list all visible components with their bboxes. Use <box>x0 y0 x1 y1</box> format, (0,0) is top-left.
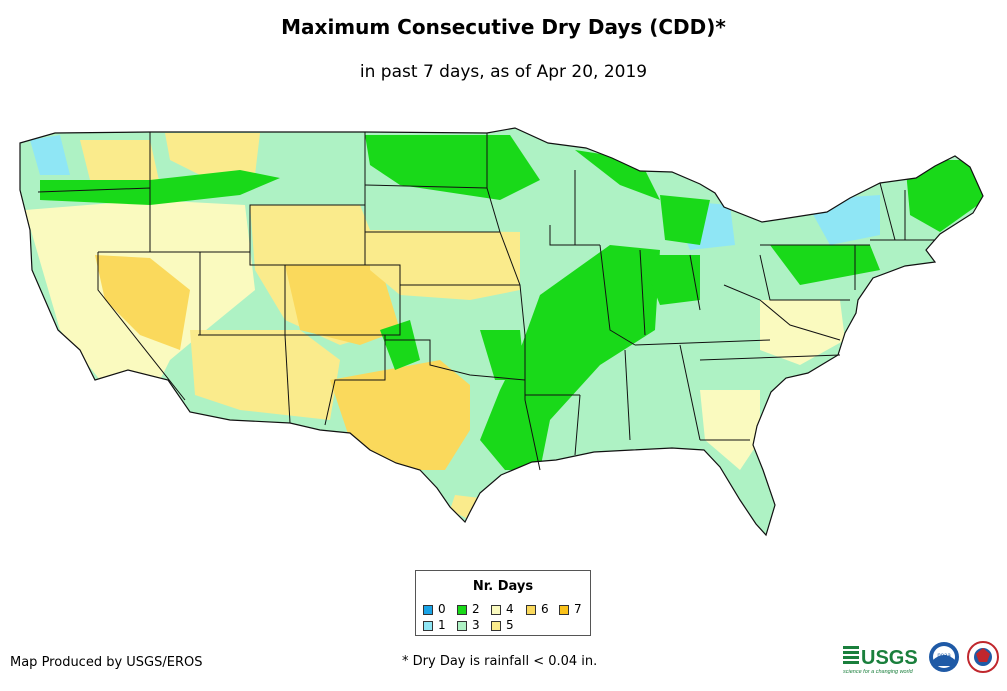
legend-swatch-0 <box>423 604 433 615</box>
us-map <box>19 127 984 537</box>
legend-item-2: 2 <box>457 603 480 615</box>
cdd-color-regions <box>20 128 983 535</box>
legend-label-0: 0 <box>438 602 446 616</box>
region-cdd-2-oklahoma <box>380 320 420 370</box>
legend-label-5: 5 <box>506 618 514 632</box>
legend-label-2: 2 <box>472 602 480 616</box>
legend-swatch-1 <box>423 620 433 631</box>
legend-swatch-4 <box>491 604 501 615</box>
legend-item-6: 6 <box>526 603 549 615</box>
legend-item-4: 4 <box>491 603 514 615</box>
map-subtitle: in past 7 days, as of Apr 20, 2019 <box>359 62 648 82</box>
region-cdd-5-idaho <box>165 133 260 175</box>
noaa-wordmark: noaa <box>937 653 951 659</box>
region-cdd-2-maine <box>905 160 983 232</box>
dry-day-footnote: * Dry Day is rainfall < 0.04 in. <box>402 654 598 669</box>
noaa-logo: noaa <box>929 642 959 672</box>
region-cdd-5-plains <box>370 230 520 300</box>
legend-item-3: 3 <box>457 619 480 631</box>
region-cdd-4-virginia <box>760 300 845 365</box>
legend-item-5: 5 <box>491 619 514 631</box>
region-cdd-2-ohio <box>640 255 700 305</box>
region-cdd-6-texas <box>330 360 470 470</box>
legend-swatch-7 <box>559 604 569 615</box>
legend-label-4: 4 <box>506 602 514 616</box>
region-cdd-1-washington <box>30 135 70 175</box>
region-cdd-2-ozark <box>480 330 525 380</box>
region-cdd-5-south-texas <box>450 495 480 520</box>
legend-swatch-5 <box>491 620 501 631</box>
producer-credit: Map Produced by USGS/EROS <box>10 655 203 670</box>
legend-label-7: 7 <box>574 602 582 616</box>
region-cdd-2-pennsylvania <box>770 245 880 285</box>
legend-title: Nr. Days <box>472 579 534 594</box>
legend-label-6: 6 <box>541 602 549 616</box>
region-cdd-2-north <box>365 135 540 200</box>
legend-swatch-2 <box>457 604 467 615</box>
region-cdd-4-georgia <box>700 390 760 470</box>
usgs-logo: USGS science for a changing world <box>843 646 918 675</box>
region-cdd-2-michigan <box>660 195 710 245</box>
legend-swatch-3 <box>457 620 467 631</box>
legend-item-1: 1 <box>423 619 446 631</box>
state-borders <box>19 127 984 537</box>
legend-label-1: 1 <box>438 618 446 632</box>
legend-item-0: 0 <box>423 603 446 615</box>
legend: Nr. Days 0 1 2 3 4 5 6 7 <box>415 570 591 636</box>
map-title: Maximum Consecutive Dry Days (CDD)* <box>281 15 726 39</box>
region-cdd-5-arizona <box>190 330 340 420</box>
legend-item-7: 7 <box>559 603 582 615</box>
agency-logos: USGS science for a changing world noaa <box>843 641 999 675</box>
usgs-tagline: science for a changing world <box>843 669 914 675</box>
legend-label-3: 3 <box>472 618 480 632</box>
usgs-wordmark: USGS <box>861 647 918 669</box>
region-cdd-6-colorado <box>285 265 400 345</box>
nws-logo <box>967 641 999 673</box>
region-cdd-2-mississippi <box>480 245 660 470</box>
legend-swatch-6 <box>526 604 536 615</box>
region-cdd-2-northwest <box>40 170 280 205</box>
region-cdd-6-nevada <box>95 255 190 350</box>
